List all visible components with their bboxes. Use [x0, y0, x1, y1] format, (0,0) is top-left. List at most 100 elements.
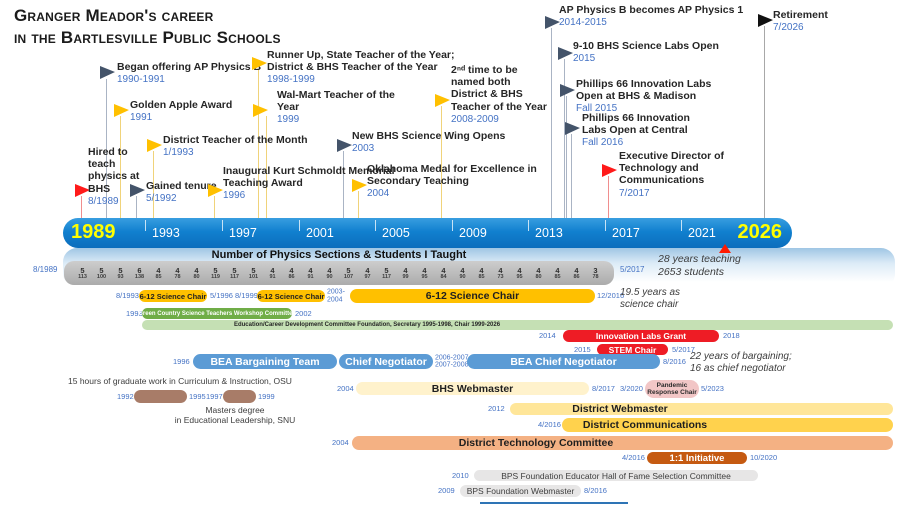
district-technology-committee-label: District Technology Committee	[458, 437, 614, 449]
ok-medal-date: 2004	[367, 188, 390, 200]
ap-physics-1-title: AP Physics B becomes AP Physics 1	[559, 4, 744, 16]
sections-count: 4	[156, 265, 161, 275]
exec-director-title: Executive Director of Technology and Com…	[619, 150, 725, 187]
sections-count: 4	[536, 265, 541, 275]
sections-count: 5	[346, 265, 351, 275]
timeline-start-year: 1989	[71, 221, 116, 243]
second-toy-leader-line	[441, 106, 442, 218]
golden-apple-title: Golden Apple Award	[130, 99, 233, 111]
snu-masters-bar-bar	[223, 390, 256, 403]
sections-count: 4	[498, 265, 503, 275]
science-labs-910-leader-line	[564, 59, 565, 218]
physics-column: 4 73	[491, 266, 510, 281]
science-wing-date: 2003	[352, 143, 375, 155]
exec-director-date: 7/2017	[619, 187, 650, 199]
schmoldt-award-leader-line	[214, 196, 215, 218]
physics-column: 4 91	[301, 266, 320, 281]
ap-physics-b-title: Began offering AP Physics B	[117, 61, 262, 73]
science-chair-2-start-date: 8/1999	[235, 290, 258, 300]
students-count: 100	[96, 273, 107, 280]
osu-grad-bar-end-date: 1995	[189, 391, 206, 401]
year-tick	[145, 220, 146, 231]
sections-count: 4	[308, 265, 313, 275]
district-communications-bar: District Communications	[562, 418, 893, 432]
year-label: 1997	[229, 226, 257, 240]
walmart-toy-title: Wal-Mart Teacher of the Year	[277, 89, 395, 114]
sections-count: 4	[422, 265, 427, 275]
district-webmaster-bar: District Webmaster	[510, 403, 893, 415]
physics-column: 4 86	[567, 266, 586, 281]
one-to-one-initiative-start-date: 4/2016	[622, 452, 645, 462]
year-tick	[299, 220, 300, 231]
stem-chair-bar: STEM Chair	[597, 344, 668, 355]
ap-physics-b-leader-line	[106, 79, 107, 218]
sections-count: 4	[327, 265, 332, 275]
physics-column: 5 117	[225, 266, 244, 281]
snu-masters-bar-start-date: 1997	[206, 391, 223, 401]
students-count: 93	[117, 273, 124, 280]
ok-medal-title: Oklahoma Medal for Excellence in Seconda…	[367, 163, 537, 188]
osu-caption: 15 hours of graduate work in Curriculum …	[68, 376, 292, 386]
science-wing-flag-icon	[337, 139, 352, 152]
sections-count: 5	[80, 265, 85, 275]
science-wing-leader-line	[343, 151, 344, 218]
science-wing-title: New BHS Science Wing Opens	[352, 130, 506, 142]
physics-column: 4 84	[434, 266, 453, 281]
chief-negotiator-label: Chief Negotiator	[345, 355, 427, 368]
ok-medal-label: Oklahoma Medal for Excellence in Seconda…	[367, 163, 547, 199]
physics-panel-header: Number of Physics Sections & Students I …	[211, 249, 467, 261]
students-count: 86	[288, 273, 295, 280]
science-chair-summary: 19.5 years as science chair	[620, 287, 681, 311]
schmoldt-award-label: Inaugural Kurt Schmoldt Memorial Teachin…	[223, 165, 403, 201]
schmoldt-award-flag-icon	[208, 184, 223, 197]
physics-column: 5 117	[377, 266, 396, 281]
district-webmaster-start-date: 2012	[488, 403, 505, 413]
runner-up-toy-title: Runner Up, State Teacher of the Year; Di…	[267, 49, 455, 74]
bea-chief-negotiator-label: BEA Chief Negotiator	[510, 355, 617, 368]
year-tick	[681, 220, 682, 231]
sections-count: 5	[99, 265, 104, 275]
tenure-date: 5/1992	[146, 193, 177, 205]
year-tick	[605, 220, 606, 231]
golden-apple-leader-line	[120, 116, 121, 218]
ap-physics-1-flag-icon	[545, 16, 560, 29]
second-toy-date: 2008-2009	[451, 113, 499, 125]
physics-column: 4 80	[187, 266, 206, 281]
walmart-toy-date: 1999	[277, 114, 300, 126]
year-tick	[375, 220, 376, 231]
science-chair-1-start-date: 8/1993	[116, 290, 139, 300]
second-toy-flag-icon	[435, 94, 450, 107]
district-technology-committee-start-date: 2004	[332, 437, 349, 447]
walmart-toy-label: Wal-Mart Teacher of the Year 1999	[277, 89, 407, 125]
retirement-title: Retirement	[773, 9, 828, 21]
teacher-of-month-flag-icon	[147, 139, 162, 152]
students-count: 138	[134, 273, 145, 280]
chief-negotiator-bar: Chief Negotiator	[339, 354, 433, 369]
schmoldt-award-title: Inaugural Kurt Schmoldt Memorial Teachin…	[223, 165, 395, 190]
one-to-one-initiative-bar: 1:1 Initiative	[647, 452, 747, 464]
green-country-committee-label: Green Country Science Teachers Workshop …	[138, 310, 296, 317]
physics-column: 4 86	[282, 266, 301, 281]
exec-director-leader-line	[608, 176, 609, 218]
green-country-committee-start-date: 1993	[126, 308, 143, 318]
science-chair-1-bar: 6-12 Science Chair	[139, 290, 207, 302]
teacher-of-month-date: 1/1993	[163, 147, 194, 159]
physics-column: 4 90	[453, 266, 472, 281]
sections-count: 4	[365, 265, 370, 275]
exec-director-flag-icon	[602, 164, 617, 177]
science-labs-910-label: 9-10 BHS Science Labs Open 2015	[573, 40, 773, 64]
hired-date: 8/1989	[88, 195, 119, 207]
sections-count: 4	[460, 265, 465, 275]
physics-column: 4 85	[548, 266, 567, 281]
physics-column: 4 95	[415, 266, 434, 281]
district-technology-committee-bar: District Technology Committee	[352, 436, 893, 450]
physics-column: 4 85	[472, 266, 491, 281]
p66-labs-bhs-madison-title: Phillips 66 Innovation Labs Open at BHS …	[576, 78, 712, 103]
pandemic-response-chair-bar: Pandemic Response Chair	[645, 380, 699, 398]
bps-foundation-webmaster-start-date: 2009	[438, 485, 455, 495]
runner-up-toy-flag-icon	[252, 57, 267, 70]
bhs-webmaster-label: BHS Webmaster	[431, 382, 514, 395]
runner-up-toy-date: 1998-1999	[267, 74, 315, 86]
bps-foundation-webmaster-label: BPS Foundation Webmaster	[466, 486, 575, 496]
